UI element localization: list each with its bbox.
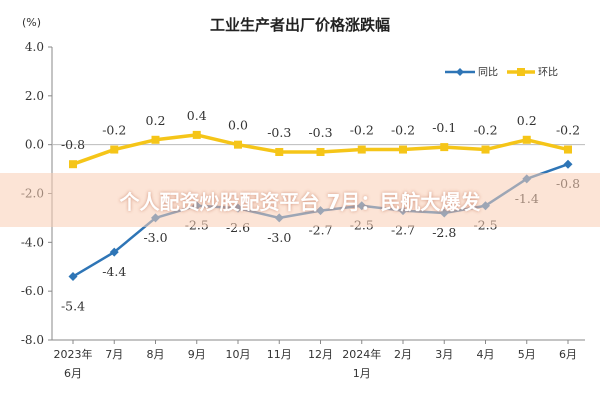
- legend-label-yoy: 同比: [478, 67, 498, 79]
- chart-title: 工业生产者出厂价格涨跌幅: [210, 16, 390, 34]
- data-point-mom: [440, 143, 449, 152]
- data-label-mom: -0.2: [102, 123, 126, 138]
- data-label-mom: -0.2: [473, 123, 497, 138]
- x-tick-label: 11月: [267, 348, 292, 361]
- data-label-yoy: -5.4: [61, 299, 85, 314]
- legend: 同比 环比: [445, 67, 558, 79]
- data-label-mom: 0.0: [228, 118, 248, 133]
- data-label-mom: 0.2: [517, 113, 537, 128]
- x-tick-label: 2024年: [342, 347, 381, 361]
- x-tick-label: 6月: [559, 348, 577, 361]
- data-label-mom: 0.4: [187, 108, 207, 123]
- x-tick-label: 7月: [105, 348, 123, 361]
- y-unit-label: (%): [22, 16, 41, 29]
- x-tick-label: 9月: [188, 348, 206, 361]
- data-point-mom: [481, 145, 490, 154]
- y-tick-label: -8.0: [21, 333, 44, 347]
- legend-marker-mom: [517, 68, 525, 76]
- data-label-mom: -0.2: [556, 123, 580, 138]
- data-label-yoy: -3.0: [267, 230, 291, 245]
- x-tick-label: 2023年: [54, 347, 93, 361]
- data-point-mom: [357, 145, 366, 154]
- data-label-yoy: -2.8: [432, 225, 456, 240]
- x-tick-label: 4月: [477, 348, 495, 361]
- legend-marker-yoy: [456, 68, 464, 76]
- data-point-mom: [522, 135, 531, 144]
- y-tick-label: 2.0: [25, 89, 44, 103]
- x-tick-label: 12月: [308, 348, 333, 361]
- watermark-banner: 个人配资炒股配资平台 7月：民航大爆发: [0, 173, 600, 227]
- data-point-yoy: [563, 159, 573, 169]
- y-tick-label: -4.0: [21, 235, 44, 249]
- data-point-mom: [316, 147, 325, 156]
- data-label-mom: -0.3: [308, 125, 332, 140]
- data-label-mom: -0.8: [61, 137, 85, 152]
- data-label-mom: -0.2: [391, 123, 415, 138]
- watermark-text: 个人配资炒股配资平台 7月：民航大爆发: [119, 189, 481, 214]
- legend-label-mom: 环比: [538, 67, 558, 79]
- data-label-mom: 0.2: [146, 113, 166, 128]
- data-point-mom: [564, 145, 572, 154]
- data-label-mom: -0.3: [267, 125, 291, 140]
- x-tick-label: 5月: [518, 348, 536, 361]
- y-tick-label: 4.0: [25, 40, 44, 54]
- x-tick-label: 3月: [435, 348, 453, 361]
- data-label-yoy: -3.0: [143, 230, 167, 245]
- data-point-mom: [275, 147, 284, 156]
- y-tick-label: -6.0: [21, 284, 44, 298]
- data-label-mom: -0.1: [432, 120, 456, 135]
- x-tick-label: 6月: [64, 367, 82, 380]
- data-point-mom: [151, 135, 160, 144]
- x-tick-label: 1月: [353, 367, 371, 380]
- data-point-yoy: [68, 272, 78, 282]
- data-point-mom: [234, 140, 242, 149]
- x-tick-label: 8月: [147, 348, 165, 361]
- data-label-mom: -0.2: [350, 123, 374, 138]
- x-tick-label: 10月: [226, 348, 251, 361]
- data-point-mom: [110, 145, 119, 154]
- data-point-yoy: [109, 247, 119, 257]
- data-point-mom: [399, 145, 407, 154]
- data-point-mom: [69, 160, 77, 169]
- y-tick-label: 0.0: [25, 138, 44, 152]
- data-label-yoy: -4.4: [102, 264, 126, 279]
- data-point-mom: [192, 130, 201, 139]
- x-tick-label: 2月: [394, 348, 412, 361]
